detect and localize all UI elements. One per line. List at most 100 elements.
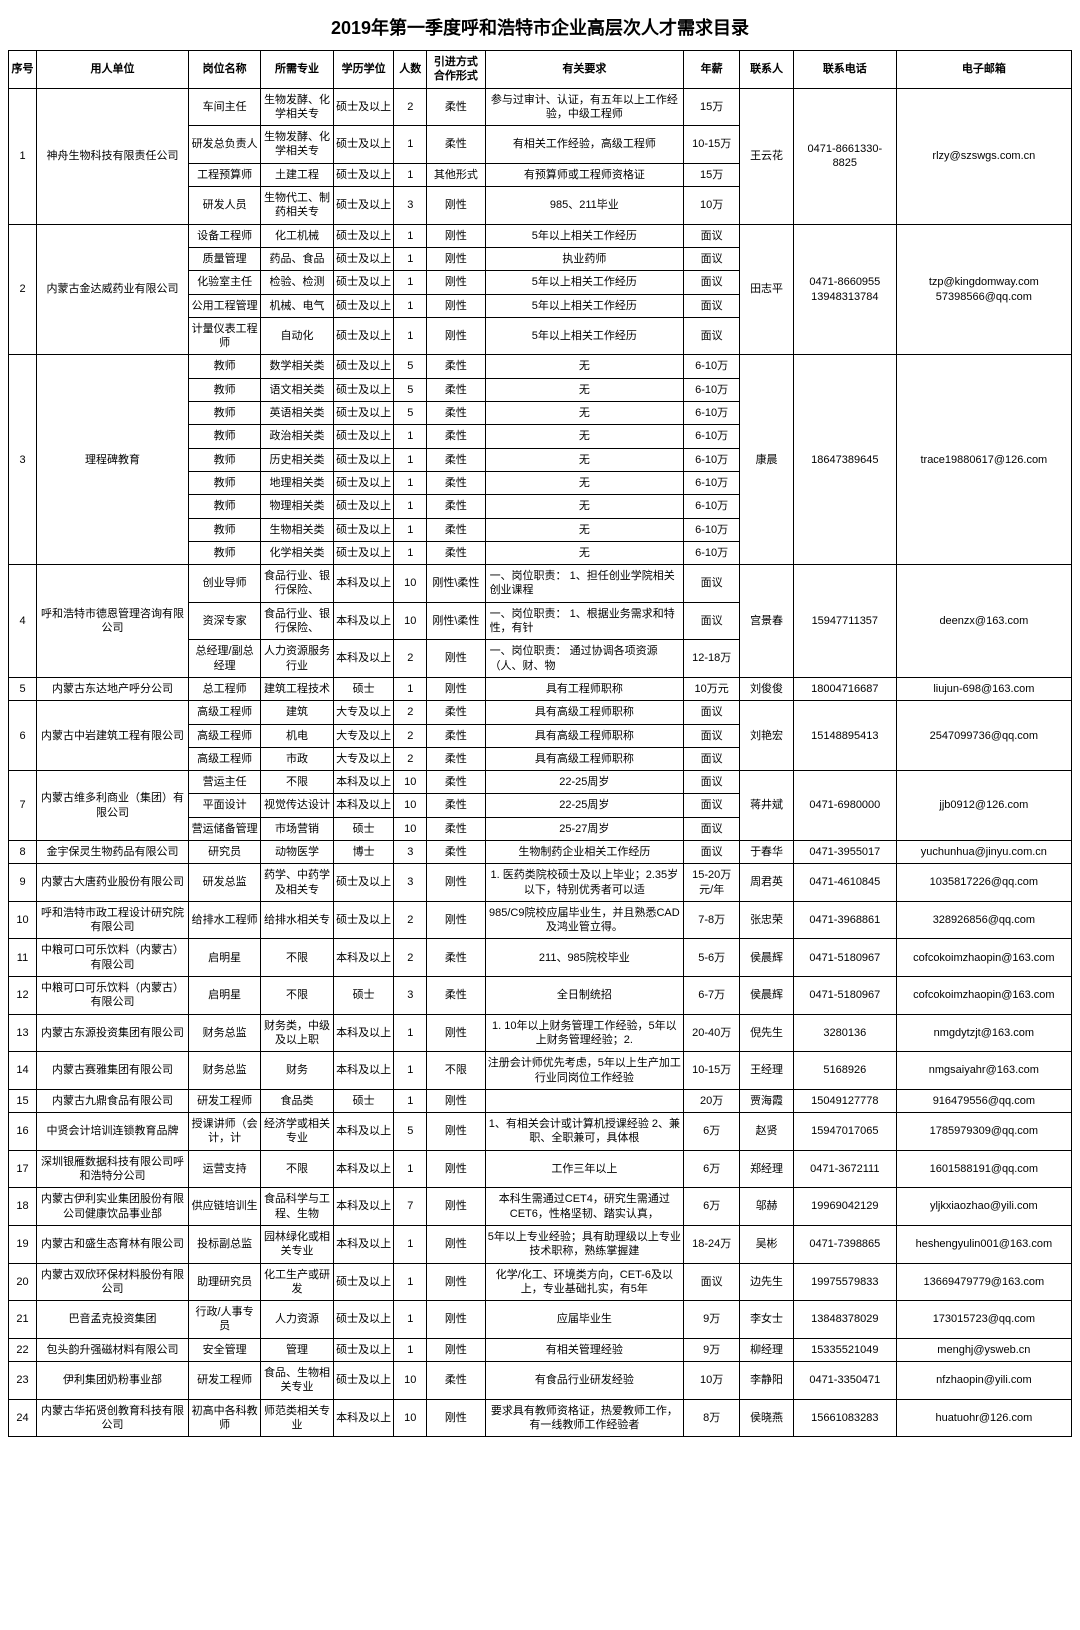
cell-email: 1601588191@qq.com [896,1150,1071,1188]
cell-form: 刚性 [427,640,485,678]
cell-education: 硕士及以上 [333,317,394,355]
cell-form: 柔性 [427,840,485,863]
cell-education: 硕士 [333,1089,394,1112]
th-form: 引进方式 合作形式 [427,51,485,89]
cell-position: 化验室主任 [188,271,260,294]
cell-count: 7 [394,1188,427,1226]
cell-employer: 内蒙古华拓贤创教育科技有限公司 [37,1399,189,1437]
cell-salary: 面议 [684,840,740,863]
cell-employer: 伊利集团奶粉事业部 [37,1362,189,1400]
cell-phone: 0471-8661330-8825 [793,88,896,224]
cell-major: 不限 [261,1150,333,1188]
cell-seq: 11 [9,939,37,977]
cell-requirements: 1、有相关会计或计算机授课经验 2、兼职、全职兼可，具体根 [485,1113,684,1151]
cell-position: 行政/人事专员 [188,1301,260,1339]
cell-form: 刚性\柔性 [427,602,485,640]
cell-seq: 6 [9,701,37,771]
cell-salary: 6-10万 [684,541,740,564]
cell-form: 柔性 [427,126,485,164]
cell-form: 柔性 [427,448,485,471]
cell-major: 生物代工、制药相关专 [261,187,333,225]
talent-table: 序号 用人单位 岗位名称 所需专业 学历学位 人数 引进方式 合作形式 有关要求… [8,50,1072,1437]
cell-education: 硕士及以上 [333,271,394,294]
cell-count: 3 [394,977,427,1015]
cell-position: 高级工程师 [188,724,260,747]
cell-count: 1 [394,1089,427,1112]
cell-position: 教师 [188,355,260,378]
cell-form: 刚性 [427,294,485,317]
cell-education: 硕士及以上 [333,448,394,471]
cell-salary: 面议 [684,565,740,603]
cell-requirements: 化学/化工、环境类方向，CET-6及以上，专业基础扎实，有5年 [485,1263,684,1301]
table-row: 24内蒙古华拓贤创教育科技有限公司初高中各科教师师范类相关专业本科及以上10刚性… [9,1399,1072,1437]
cell-form: 柔性 [427,977,485,1015]
cell-requirements: 25-27周岁 [485,817,684,840]
cell-count: 1 [394,317,427,355]
cell-email: 916479556@qq.com [896,1089,1071,1112]
cell-contact: 李静阳 [740,1362,794,1400]
cell-position: 研发人员 [188,187,260,225]
cell-phone: 0471-7398865 [793,1225,896,1263]
cell-count: 3 [394,864,427,902]
cell-form: 刚性 [427,317,485,355]
cell-count: 2 [394,939,427,977]
th-requirements: 有关要求 [485,51,684,89]
cell-count: 1 [394,425,427,448]
cell-major: 英语相关类 [261,402,333,425]
cell-count: 2 [394,747,427,770]
cell-position: 供应链培训生 [188,1188,260,1226]
cell-form: 刚性 [427,187,485,225]
cell-requirements: 注册会计师优先考虑，5年以上生产加工行业同岗位工作经验 [485,1052,684,1090]
cell-phone: 3280136 [793,1014,896,1052]
cell-form: 柔性 [427,355,485,378]
cell-requirements: 有食品行业研发经验 [485,1362,684,1400]
cell-education: 硕士及以上 [333,471,394,494]
table-row: 22包头韵升强磁材料有限公司安全管理管理硕士及以上1刚性有相关管理经验9万柳经理… [9,1338,1072,1361]
cell-requirements: 985/C9院校应届毕业生，并且熟悉CAD及鸿业管立得。 [485,901,684,939]
cell-salary: 10-15万 [684,1052,740,1090]
cell-salary: 20万 [684,1089,740,1112]
cell-education: 本科及以上 [333,602,394,640]
cell-email: 13669479779@163.com [896,1263,1071,1301]
cell-requirements: 工作三年以上 [485,1150,684,1188]
table-body: 1神舟生物科技有限责任公司车间主任生物发酵、化学相关专硕士及以上2柔性参与过审计… [9,88,1072,1437]
cell-requirements: 无 [485,518,684,541]
table-row: 7内蒙古维多利商业（集团）有限公司营运主任不限本科及以上10柔性22-25周岁面… [9,771,1072,794]
cell-form: 柔性 [427,425,485,448]
cell-count: 1 [394,126,427,164]
cell-salary: 18-24万 [684,1225,740,1263]
cell-education: 本科及以上 [333,1113,394,1151]
cell-contact: 贾海霞 [740,1089,794,1112]
cell-contact: 侯晓燕 [740,1399,794,1437]
cell-major: 历史相关类 [261,448,333,471]
cell-requirements: 985、211毕业 [485,187,684,225]
cell-major: 生物相关类 [261,518,333,541]
cell-form: 刚性 [427,901,485,939]
cell-requirements: 5年以上专业经验；具有助理级以上专业技术职称，熟练掌握建 [485,1225,684,1263]
cell-salary: 面议 [684,224,740,247]
cell-email: nmgdytzjt@163.com [896,1014,1071,1052]
cell-requirements: 具有高级工程师职称 [485,724,684,747]
cell-major: 不限 [261,939,333,977]
cell-requirements: 有相关工作经验，高级工程师 [485,126,684,164]
cell-phone: 15947017065 [793,1113,896,1151]
cell-phone: 15335521049 [793,1338,896,1361]
cell-education: 硕士及以上 [333,247,394,270]
cell-phone: 15049127778 [793,1089,896,1112]
cell-phone: 0471-5180967 [793,939,896,977]
cell-education: 硕士及以上 [333,163,394,186]
cell-major: 管理 [261,1338,333,1361]
cell-position: 资深专家 [188,602,260,640]
cell-education: 本科及以上 [333,1399,394,1437]
table-row: 18内蒙古伊利实业集团股份有限公司健康饮品事业部供应链培训生食品科学与工程、生物… [9,1188,1072,1226]
cell-seq: 12 [9,977,37,1015]
cell-seq: 22 [9,1338,37,1361]
cell-email: cofcokoimzhaopin@163.com [896,977,1071,1015]
cell-major: 视觉传达设计 [261,794,333,817]
cell-contact: 刘俊俊 [740,677,794,700]
cell-requirements: 1. 医药类院校硕士及以上毕业；2.35岁以下，特别优秀者可以适 [485,864,684,902]
cell-position: 车间主任 [188,88,260,126]
cell-major: 建筑 [261,701,333,724]
cell-education: 大专及以上 [333,747,394,770]
cell-employer: 内蒙古伊利实业集团股份有限公司健康饮品事业部 [37,1188,189,1226]
